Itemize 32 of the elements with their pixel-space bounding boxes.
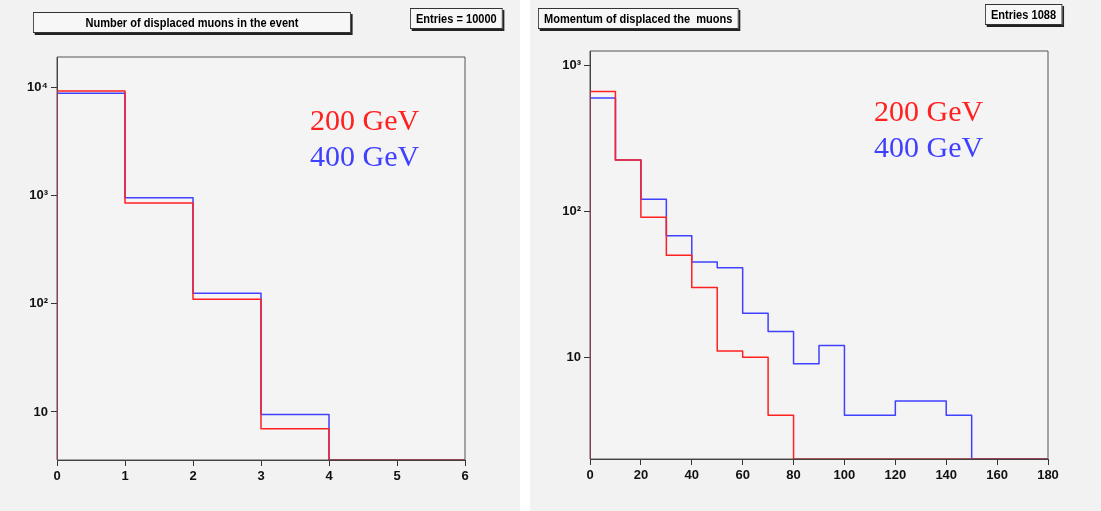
- chart-title: Number of displaced muons in the event: [33, 12, 351, 33]
- x-tick-label: 60: [735, 467, 750, 483]
- x-tick-label: 140: [935, 467, 958, 483]
- x-tick-label: 0: [53, 468, 61, 484]
- x-tick-label: 100: [833, 467, 856, 483]
- y-tick-label: 10: [33, 403, 48, 419]
- x-tick-label: 4: [325, 468, 334, 484]
- text: Entries 1088: [985, 4, 1063, 25]
- y-tick-label: 10²: [562, 202, 582, 218]
- x-tick-label: 20: [633, 467, 649, 483]
- x-tick-label: 0: [586, 467, 594, 483]
- y-tick-label: 10³: [29, 187, 49, 203]
- y-tick-label: 10³: [562, 57, 582, 73]
- text: Entries = 10000: [410, 8, 503, 29]
- x-tick-label: 80: [786, 467, 801, 483]
- x-tick-label: 180: [1037, 467, 1059, 483]
- x-tick-label: 120: [884, 467, 907, 483]
- x-tick-label: 160: [986, 467, 1008, 483]
- y-tick-label: 10⁴: [27, 78, 48, 94]
- x-tick-label: 1: [121, 468, 129, 484]
- x-tick-label: 3: [257, 468, 265, 484]
- text: 400 GeV: [873, 130, 984, 163]
- x-tick-label: 40: [684, 467, 700, 483]
- x-tick-label: 5: [393, 468, 401, 484]
- x-tick-label: 2: [189, 468, 197, 484]
- text: 400 GeV: [309, 138, 420, 172]
- y-tick-label: 10: [566, 348, 581, 364]
- text: 200 GeV: [309, 102, 420, 136]
- chart-title: Momentum of displaced the muons: [538, 8, 739, 29]
- x-tick-label: 6: [461, 468, 469, 484]
- text: 200 GeV: [873, 94, 984, 127]
- y-tick-label: 10²: [29, 295, 49, 311]
